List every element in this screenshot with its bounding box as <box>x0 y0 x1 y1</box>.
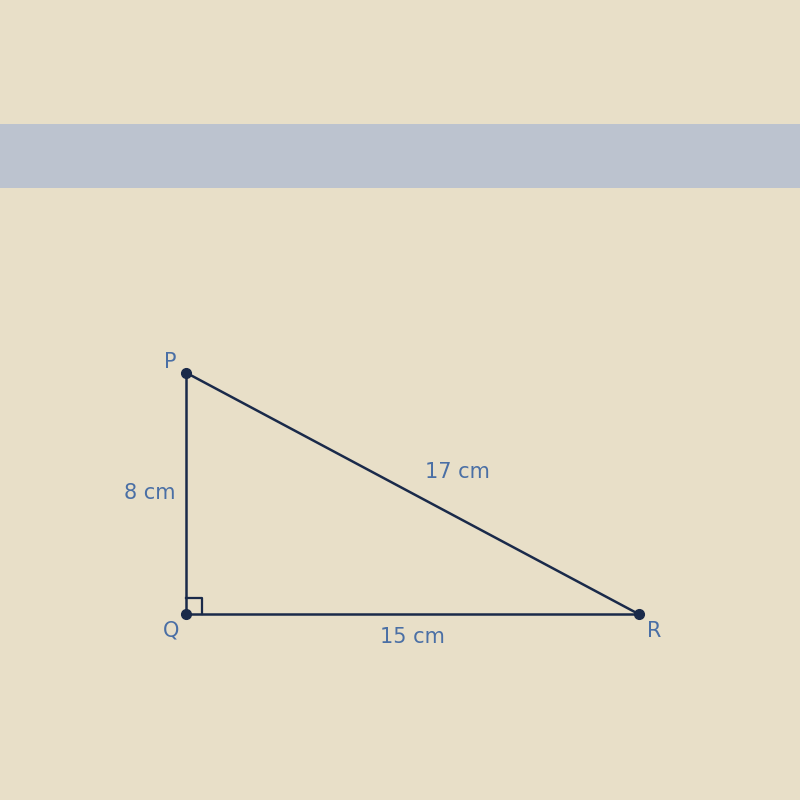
Text: 17 cm: 17 cm <box>426 462 490 482</box>
Text: P: P <box>165 352 177 372</box>
Text: Q: Q <box>162 621 179 641</box>
Text: R: R <box>647 621 662 641</box>
Text: 8 cm: 8 cm <box>124 483 175 503</box>
Text: 15 cm: 15 cm <box>380 627 445 647</box>
